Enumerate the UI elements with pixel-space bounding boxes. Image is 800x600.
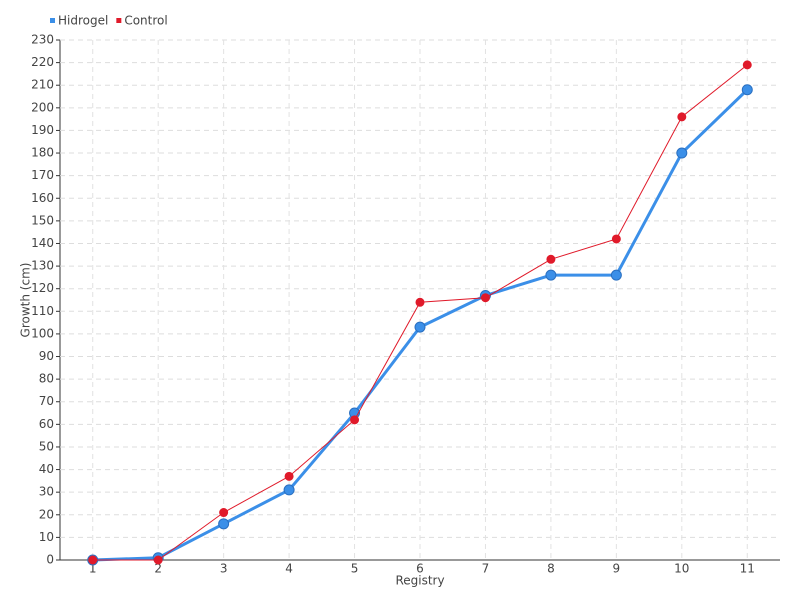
legend-label: Control — [124, 14, 167, 28]
x-tick-label: 5 — [351, 562, 359, 576]
data-point — [219, 508, 229, 518]
y-tick-label: 10 — [39, 530, 54, 544]
legend-swatch — [116, 18, 122, 23]
y-tick-label: 190 — [31, 123, 54, 137]
x-axis-label: Registry — [395, 574, 444, 588]
data-point — [545, 269, 557, 281]
y-tick-label: 60 — [39, 417, 54, 431]
y-tick-label: 230 — [31, 33, 54, 47]
x-tick-label: 1 — [89, 562, 97, 576]
y-tick-label: 160 — [31, 191, 54, 205]
y-tick-label: 80 — [39, 372, 54, 386]
y-tick-label: 100 — [31, 326, 54, 340]
y-tick-label: 180 — [31, 146, 54, 160]
x-tick-label: 8 — [547, 562, 555, 576]
data-point — [218, 518, 230, 530]
y-tick-label: 220 — [31, 55, 54, 69]
data-point — [414, 321, 426, 333]
data-point — [283, 484, 295, 496]
data-point — [742, 60, 752, 70]
y-tick-label: 20 — [39, 507, 54, 521]
data-point — [415, 297, 425, 307]
data-point — [741, 84, 753, 96]
y-axis-label: Growth (cm) — [19, 263, 33, 338]
x-tick-label: 4 — [285, 562, 293, 576]
data-point — [546, 254, 556, 264]
legend-label: Hidrogel — [58, 14, 108, 28]
y-tick-label: 140 — [31, 236, 54, 250]
y-tick-label: 40 — [39, 462, 54, 476]
y-tick-label: 30 — [39, 485, 54, 499]
y-tick-label: 150 — [31, 213, 54, 227]
x-tick-label: 9 — [613, 562, 621, 576]
data-point — [284, 471, 294, 481]
y-tick-label: 120 — [31, 281, 54, 295]
data-point — [153, 555, 163, 565]
y-tick-label: 70 — [39, 394, 54, 408]
y-tick-label: 210 — [31, 78, 54, 92]
data-point — [610, 269, 622, 281]
y-tick-label: 200 — [31, 100, 54, 114]
data-point — [611, 234, 621, 244]
y-tick-label: 50 — [39, 439, 54, 453]
y-tick-label: 110 — [31, 304, 54, 318]
y-tick-label: 90 — [39, 349, 54, 363]
y-tick-label: 130 — [31, 259, 54, 273]
y-tick-label: 170 — [31, 168, 54, 182]
data-point — [480, 293, 490, 303]
data-point — [350, 415, 360, 425]
data-point — [88, 555, 98, 565]
x-tick-label: 2 — [154, 562, 162, 576]
data-point — [676, 147, 688, 159]
x-tick-label: 7 — [482, 562, 490, 576]
x-tick-label: 11 — [740, 562, 755, 576]
y-tick-label: 0 — [46, 553, 54, 567]
x-tick-label: 3 — [220, 562, 228, 576]
x-tick-label: 6 — [416, 562, 424, 576]
x-tick-label: 10 — [674, 562, 689, 576]
data-point — [677, 112, 687, 122]
legend-swatch — [50, 18, 55, 23]
